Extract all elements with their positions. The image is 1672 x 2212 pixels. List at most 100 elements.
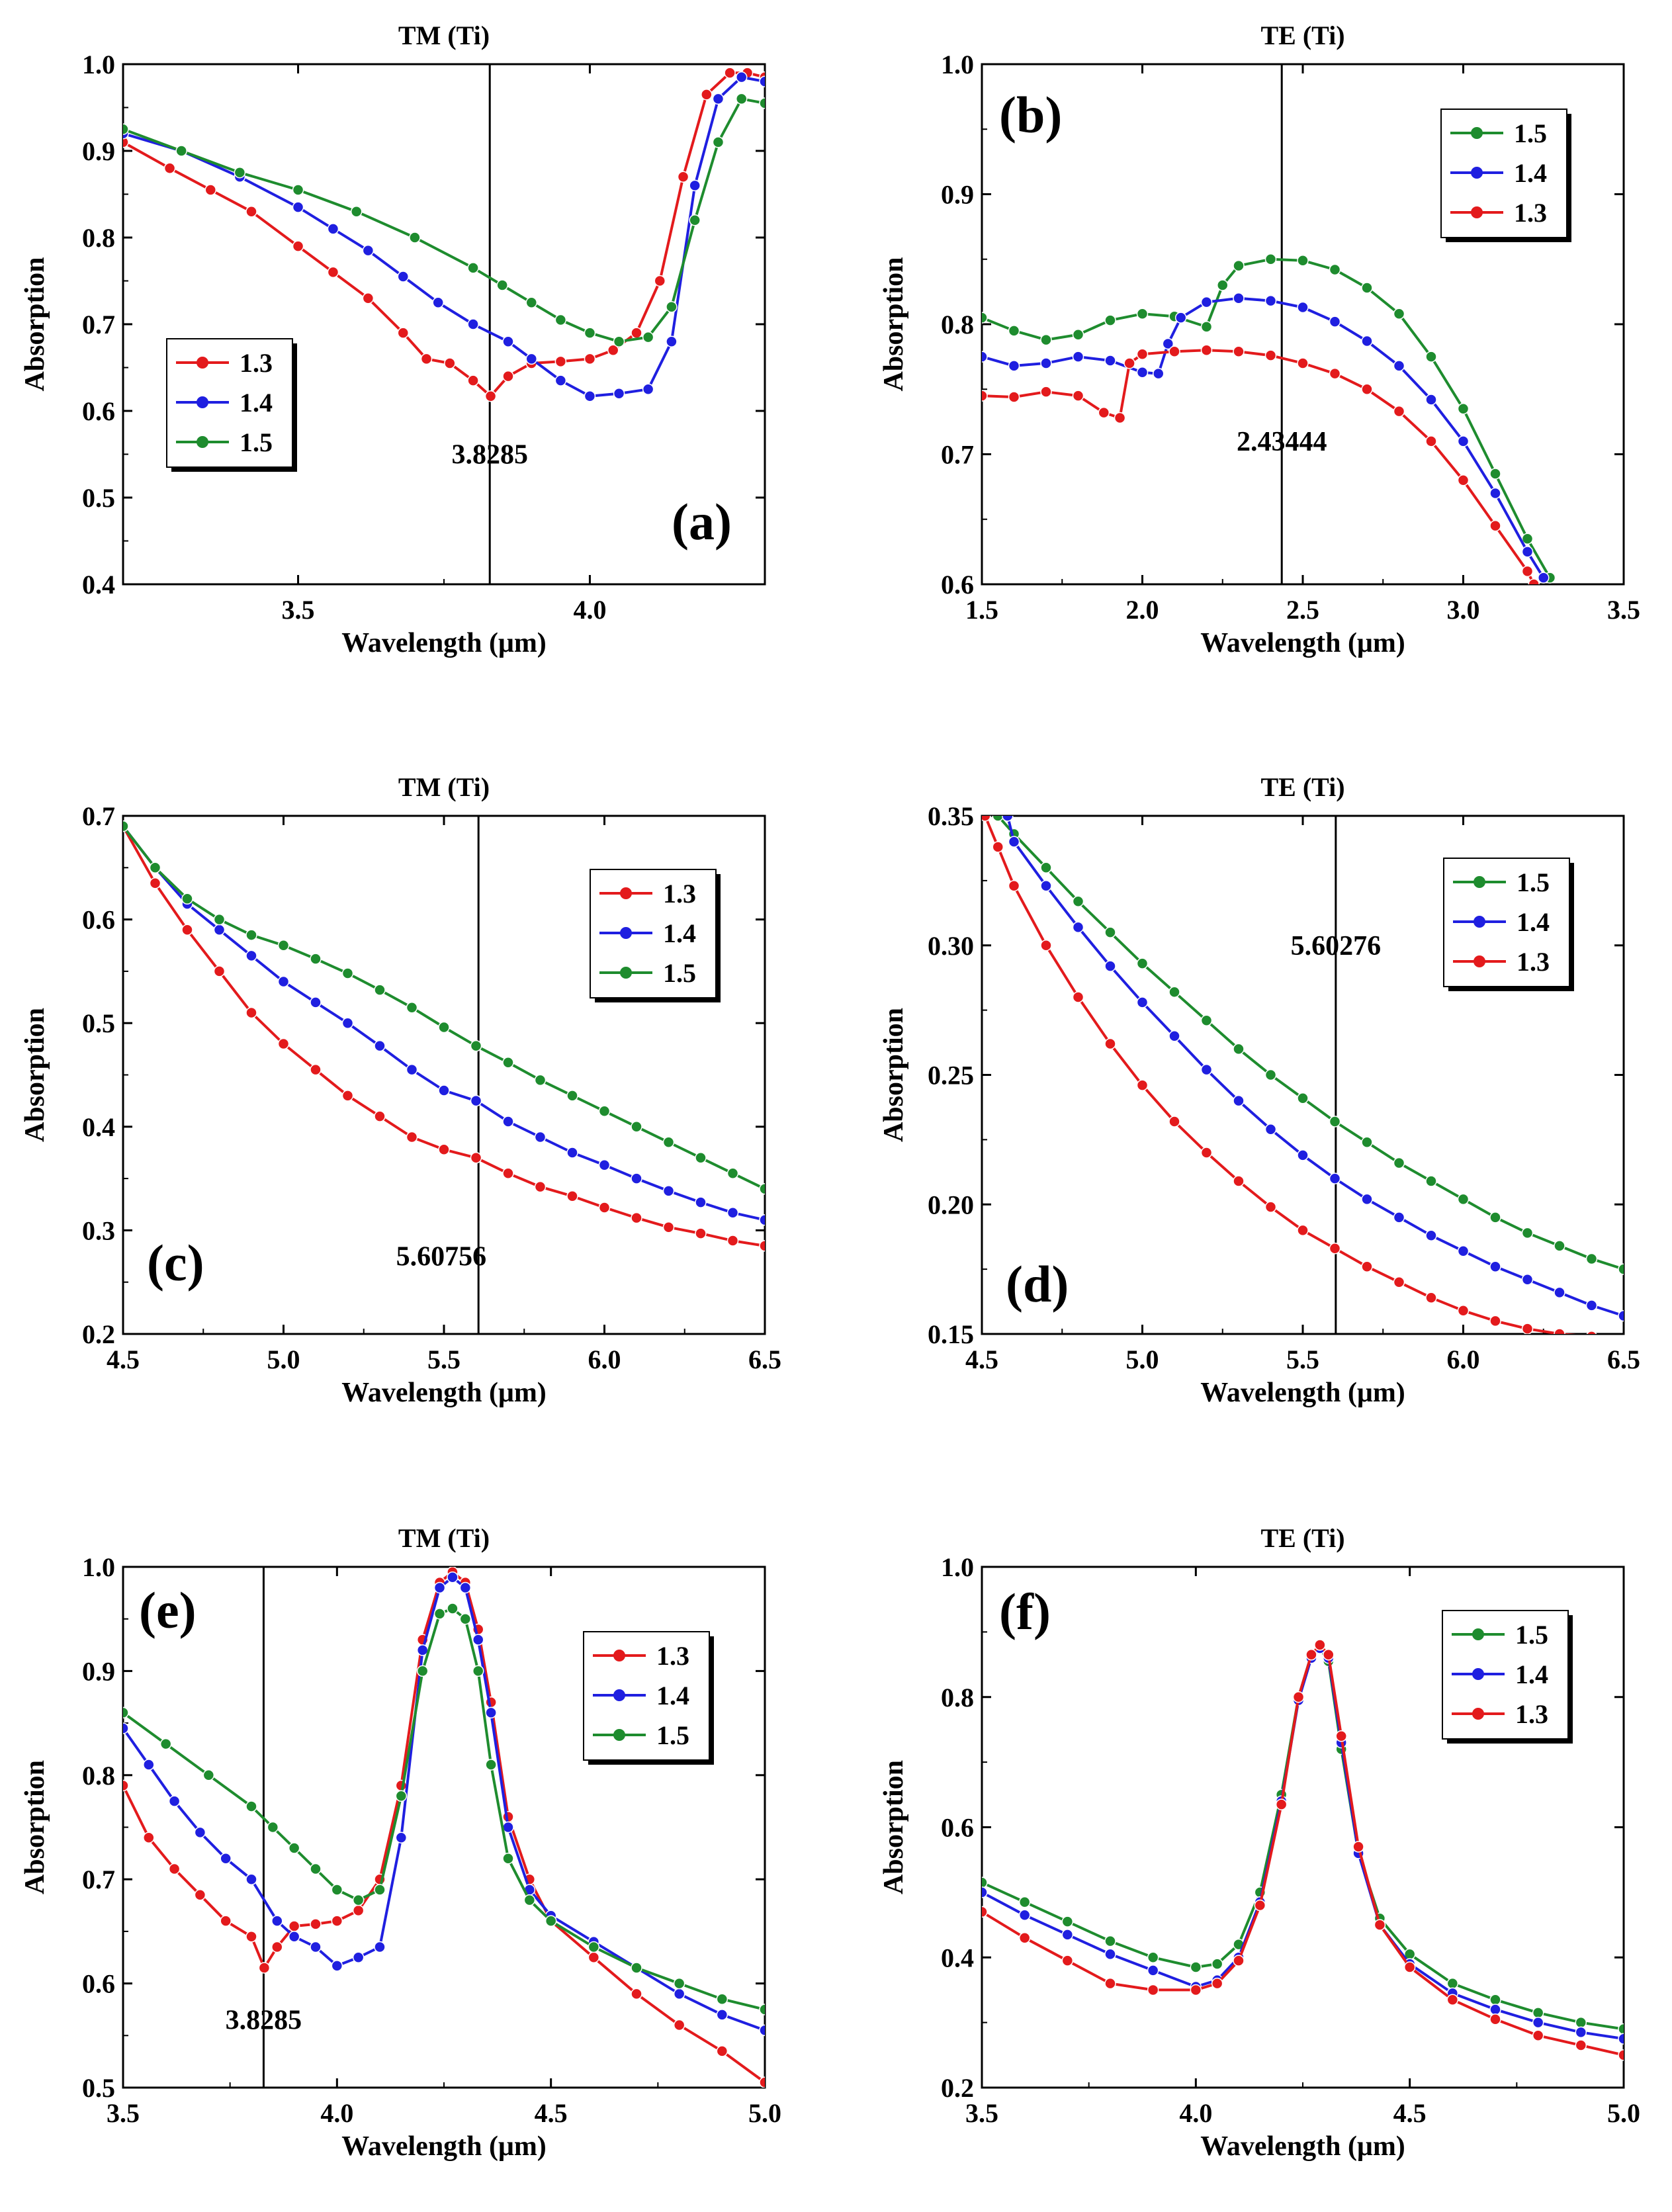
data-point	[1457, 1305, 1470, 1317]
data-point	[1072, 390, 1084, 402]
chart-panel-b: 1.5 2.0 2.5 3.0 3.5 0.6 0.7 0.8 0.9 1.0 TE (Ti) Wav…	[879, 21, 1640, 658]
data-point	[1072, 991, 1084, 1003]
data-point	[485, 1759, 497, 1771]
data-point	[534, 1131, 547, 1143]
data-point	[397, 271, 410, 283]
data-point	[175, 145, 187, 157]
data-point	[1329, 316, 1341, 328]
data-point	[1618, 2023, 1624, 2035]
legend-swatch-marker	[1471, 167, 1483, 179]
x-tick-label: 4.0	[573, 595, 606, 625]
data-point	[695, 1227, 707, 1239]
data-point	[607, 344, 619, 357]
data-point	[433, 1581, 446, 1594]
data-point	[271, 1941, 283, 1953]
data-area	[123, 820, 765, 1252]
x-tick-label: 3.5	[1607, 595, 1640, 625]
data-point	[1554, 1328, 1565, 1334]
data-point	[1008, 879, 1020, 892]
data-point	[1018, 1909, 1031, 1922]
data-point	[1200, 321, 1213, 333]
data-point	[631, 1962, 642, 1974]
data-point	[1575, 2039, 1587, 2051]
x-tick-label: 6.0	[588, 1345, 621, 1374]
y-tick-label: 0.6	[941, 570, 974, 599]
data-point	[1136, 996, 1149, 1008]
legend-entry-1.4: 1.4	[1515, 1659, 1548, 1689]
data-point	[759, 1183, 765, 1195]
series-line-1.3	[123, 1570, 765, 2084]
data-point	[1072, 895, 1084, 907]
data-point	[1521, 1227, 1534, 1239]
x-tick-label: 6.0	[1447, 1345, 1480, 1374]
data-point	[416, 1644, 429, 1656]
data-point	[1374, 1919, 1386, 1931]
data-point	[1233, 1955, 1245, 1967]
y-tick-label: 0.8	[82, 1761, 115, 1791]
data-point	[1361, 1261, 1373, 1272]
data-point	[194, 1889, 206, 1901]
y-tick-label: 0.5	[82, 483, 115, 513]
data-point	[1104, 1038, 1116, 1050]
y-tick-label: 0.6	[82, 396, 115, 426]
data-point	[362, 292, 374, 304]
data-point	[1211, 1977, 1223, 1990]
data-point	[1521, 533, 1534, 545]
data-point	[1393, 360, 1405, 372]
y-tick-label: 0.3	[82, 1216, 115, 1245]
data-point	[1297, 1224, 1309, 1237]
y-axis-label: Absorption	[879, 1760, 909, 1894]
data-point	[420, 353, 433, 365]
legend-entry-1.4: 1.4	[1514, 158, 1547, 188]
data-point	[1061, 1955, 1074, 1967]
data-point	[631, 1212, 642, 1224]
data-point	[1297, 254, 1309, 267]
y-tick-label: 0.7	[82, 310, 115, 339]
data-point	[1393, 405, 1405, 418]
data-point	[1264, 1123, 1277, 1135]
data-point	[292, 201, 304, 213]
data-point	[654, 275, 666, 287]
data-point	[444, 357, 456, 369]
data-point	[496, 279, 508, 291]
data-point	[1190, 1961, 1202, 1973]
y-tick-label: 0.4	[941, 1943, 974, 1972]
data-point	[588, 1951, 600, 1963]
data-point	[220, 1915, 232, 1927]
data-point	[566, 1147, 578, 1159]
data-point	[277, 1038, 290, 1050]
data-point	[982, 1906, 988, 1918]
data-area	[982, 1639, 1624, 2061]
data-point	[1329, 1243, 1341, 1255]
panel-label: (e)	[139, 1581, 197, 1639]
data-point	[1489, 1261, 1501, 1272]
data-point	[470, 1094, 482, 1107]
x-tick-label: 3.5	[107, 2098, 140, 2128]
legend-entry-1.3: 1.3	[1514, 198, 1547, 228]
data-point	[677, 171, 689, 183]
y-axis-label: Absorption	[20, 257, 50, 391]
data-point	[1275, 1798, 1288, 1810]
data-point	[554, 314, 567, 326]
data-point	[1329, 1116, 1341, 1128]
data-point	[1040, 333, 1052, 346]
data-point	[701, 89, 713, 101]
data-point	[1618, 2033, 1624, 2045]
data-point	[472, 1634, 484, 1646]
chart-panel-a: 3.5 4.0 0.4 0.5 0.6 0.7 0.8 0.9 1.0 TM (Ti) Wavele…	[20, 21, 766, 658]
chart-title: TE (Ti)	[1260, 1523, 1344, 1553]
legend-swatch-marker	[1474, 916, 1485, 928]
data-point	[438, 1021, 450, 1034]
legend-swatch-marker	[1472, 1628, 1484, 1640]
data-point	[1040, 386, 1052, 398]
data-point	[288, 1842, 300, 1854]
data-point	[467, 262, 479, 274]
legend-entry-1.5: 1.5	[1515, 1620, 1548, 1650]
x-tick-label: 6.5	[748, 1345, 781, 1374]
x-axis-label: Wavelength (μm)	[1200, 1378, 1405, 1408]
panel-label: (d)	[1006, 1255, 1069, 1313]
data-point	[982, 1886, 988, 1898]
data-point	[1147, 1951, 1159, 1963]
data-point	[1489, 2013, 1501, 2025]
